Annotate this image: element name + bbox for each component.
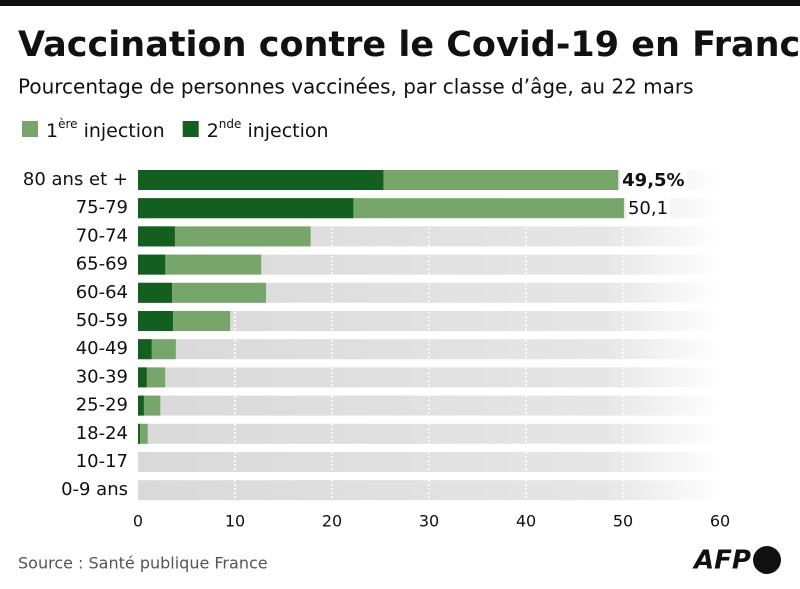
y-tick-label: 40-49 [76, 338, 128, 359]
label-bg [620, 170, 687, 190]
legend-label: 2nde injection [207, 117, 329, 142]
y-tick-label: 60-64 [76, 282, 128, 303]
chart-subtitle: Pourcentage de personnes vaccinées, par … [18, 75, 694, 99]
bar [138, 395, 144, 416]
y-tick-label: 30-39 [76, 366, 128, 387]
bar-track [138, 480, 720, 501]
legend-text: injection [241, 120, 328, 142]
chart-title: Vaccination contre le Covid-19 en France [18, 25, 800, 65]
bar [138, 170, 384, 190]
x-tick-label: 0 [133, 512, 143, 531]
y-tick-label: 10-17 [76, 451, 128, 472]
logo: AFP [692, 546, 751, 576]
y-tick-label: 50-59 [76, 310, 128, 331]
bar [138, 198, 354, 219]
legend-sup: ère [58, 117, 77, 131]
top-rule [0, 0, 800, 6]
x-tick-label: 20 [322, 512, 342, 531]
y-tick-label: 75-79 [76, 197, 128, 218]
y-tick-label: 25-29 [76, 395, 128, 416]
bar [138, 254, 262, 275]
legend-swatch [182, 121, 199, 137]
value-label: 49,5% [622, 170, 684, 191]
logo-dot [753, 546, 781, 574]
y-tick-label: 0-9 ans [61, 479, 128, 500]
bar [138, 367, 147, 388]
legend-text: 1 [46, 120, 58, 142]
bar [138, 254, 166, 275]
y-tick-label: 70-74 [76, 225, 128, 246]
bar [138, 423, 140, 444]
legend-label: 1ère injection [46, 117, 165, 142]
y-tick-label: 80 ans et + [23, 169, 128, 190]
y-tick-label: 18-24 [76, 423, 128, 444]
y-tick-label: 65-69 [76, 254, 128, 275]
label-bg [625, 198, 671, 219]
legend-text: injection [78, 120, 165, 142]
bar [138, 282, 172, 303]
value-label: 50,1 [628, 198, 668, 219]
bar [138, 226, 175, 247]
x-tick-label: 10 [225, 512, 245, 531]
x-tick-label: 60 [710, 512, 730, 531]
x-tick-label: 40 [516, 512, 536, 531]
legend-swatch [22, 121, 38, 137]
bar [138, 339, 152, 360]
bar [138, 311, 173, 331]
source: Source : Santé publique France [18, 554, 268, 573]
legend-sup: nde [219, 117, 242, 131]
x-tick-label: 30 [419, 512, 439, 531]
x-tick-label: 50 [613, 512, 633, 531]
legend-text: 2 [207, 120, 219, 142]
bar [138, 423, 148, 444]
bar [138, 226, 311, 247]
